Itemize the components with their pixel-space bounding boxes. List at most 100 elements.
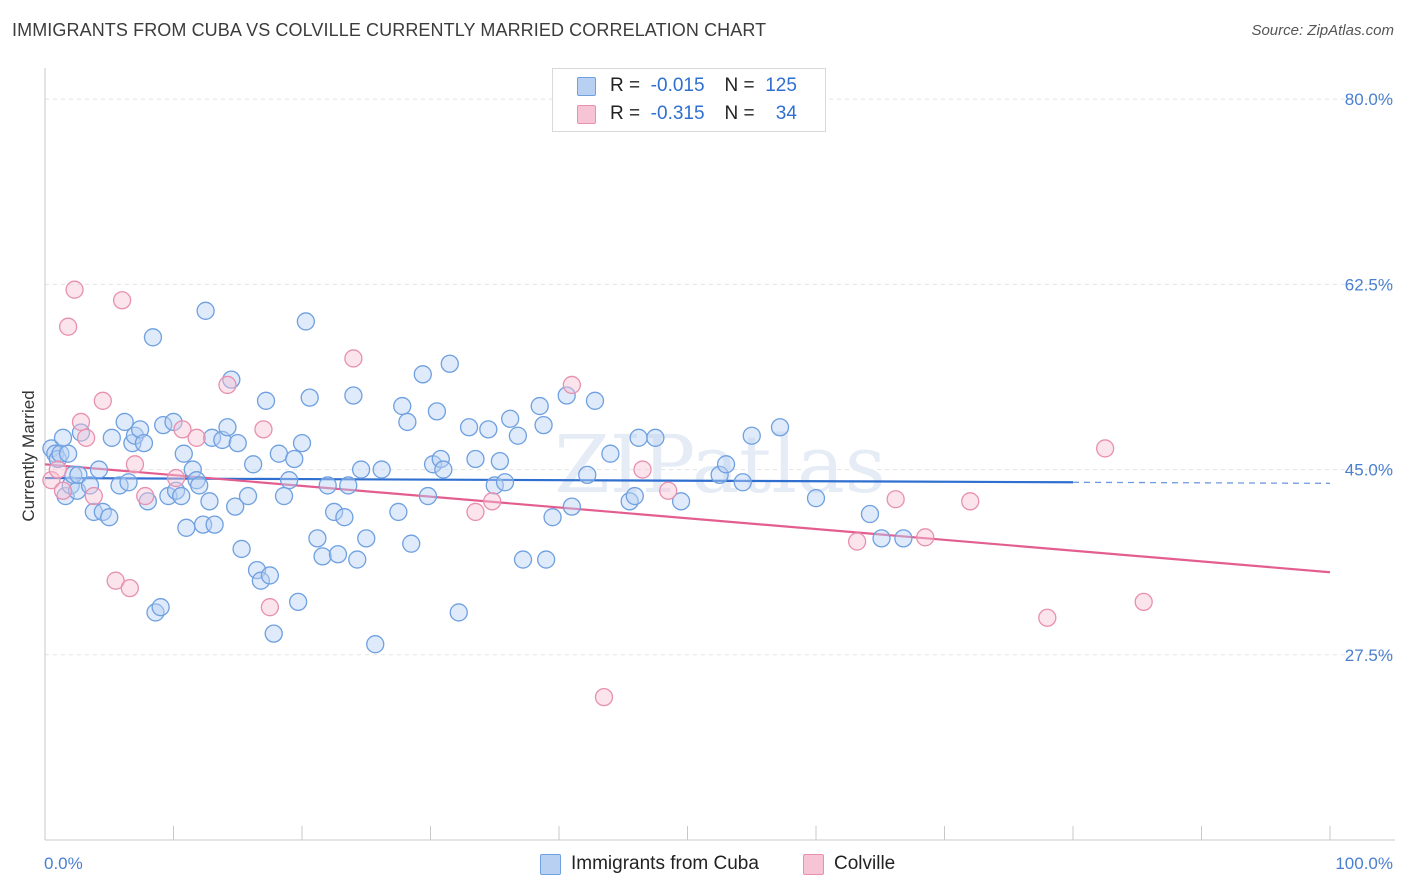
y-axis-label: Currently Married <box>19 390 38 521</box>
legend-swatch-cuba <box>540 853 561 875</box>
legend-r-value: -0.315 <box>650 103 705 124</box>
y-tick-label: 27.5% <box>1345 646 1393 665</box>
point-colville <box>961 492 980 511</box>
legend-r-label: R = <box>610 75 641 96</box>
point-cuba <box>80 476 100 495</box>
point-cuba <box>174 444 193 463</box>
point-colville <box>218 375 237 395</box>
trend-line-colville <box>44 463 1331 574</box>
point-colville <box>594 687 614 707</box>
point-cuba <box>130 420 150 439</box>
point-colville <box>84 486 103 506</box>
point-colville <box>71 412 91 432</box>
point-cuba <box>495 473 515 492</box>
point-cuba <box>218 418 237 437</box>
point-cuba <box>501 409 520 428</box>
point-cuba <box>256 391 276 410</box>
point-cuba <box>466 449 485 469</box>
legend-correlation: R = -0.015 N = 125 R = -0.315 N = 34 <box>552 68 826 132</box>
point-cuba <box>398 412 417 432</box>
point-colville <box>1095 439 1115 458</box>
legend-label-cuba: Immigrants from Cuba <box>571 853 759 874</box>
x-tick-labels: 0.0% 100.0% <box>44 854 1393 873</box>
point-cuba <box>629 428 648 447</box>
legend-swatch-colville <box>803 853 824 875</box>
y-tick-label: 80.0% <box>1345 90 1393 109</box>
point-cuba <box>534 415 553 435</box>
point-cuba <box>357 529 376 548</box>
point-cuba <box>434 460 453 479</box>
point-colville <box>136 486 155 506</box>
legend-row-cuba: R = -0.015 N = 125 <box>577 73 797 99</box>
y-tick-labels: 27.5% 45.0% 62.5% 80.0% <box>1345 90 1393 665</box>
point-cuba <box>562 497 581 516</box>
point-cuba <box>716 455 736 474</box>
legend-r-label: R = <box>610 103 641 124</box>
point-cuba <box>339 476 358 495</box>
point-cuba <box>177 518 196 537</box>
point-colville <box>916 528 935 547</box>
legend-swatch-cuba <box>577 76 596 96</box>
legend-label-colville: Colville <box>834 853 896 874</box>
legend-item-cuba: Immigrants from Cuba <box>540 851 759 877</box>
point-cuba <box>58 444 78 463</box>
legend-n-label: N = <box>724 75 755 96</box>
point-colville <box>166 468 186 488</box>
point-cuba <box>427 402 447 421</box>
point-cuba <box>646 428 665 447</box>
point-cuba <box>537 550 556 569</box>
point-cuba <box>348 550 367 569</box>
point-cuba <box>393 396 412 416</box>
point-cuba <box>308 529 327 548</box>
point-cuba <box>742 426 761 445</box>
trend-line-cuba-extension <box>1072 481 1331 484</box>
point-cuba <box>146 603 165 622</box>
point-cuba <box>102 428 121 447</box>
point-cuba <box>418 486 438 506</box>
point-cuba <box>53 428 73 447</box>
point-cuba <box>100 508 119 527</box>
point-cuba <box>143 328 163 347</box>
point-colville <box>58 317 78 336</box>
point-colville <box>120 578 139 598</box>
point-cuba <box>244 455 263 474</box>
point-cuba <box>806 489 826 508</box>
point-cuba <box>449 603 468 622</box>
point-cuba <box>228 433 247 453</box>
point-cuba <box>71 423 91 442</box>
point-cuba <box>860 504 880 524</box>
point-cuba <box>300 388 319 407</box>
legend-n-value: 125 <box>765 75 797 96</box>
point-cuba <box>200 492 219 511</box>
y-tick-label: 45.0% <box>1345 461 1393 480</box>
point-colville <box>125 455 145 474</box>
point-cuba <box>154 415 173 435</box>
point-cuba <box>285 449 304 469</box>
point-cuba <box>585 391 605 410</box>
point-cuba <box>601 444 620 463</box>
data-points <box>42 280 1153 707</box>
point-colville <box>659 481 678 500</box>
point-cuba <box>513 550 533 569</box>
point-colville <box>1038 608 1057 627</box>
point-cuba <box>190 476 209 495</box>
point-cuba <box>733 473 752 492</box>
point-cuba <box>351 460 371 479</box>
point-cuba <box>508 426 528 445</box>
point-cuba <box>89 460 109 479</box>
point-cuba <box>288 592 308 612</box>
point-cuba <box>232 539 251 559</box>
point-colville <box>76 428 96 447</box>
chart-title: IMMIGRANTS FROM CUBA VS COLVILLE CURRENT… <box>12 20 767 40</box>
point-cuba <box>264 624 283 643</box>
point-colville <box>847 532 867 551</box>
point-cuba <box>372 460 391 479</box>
point-colville <box>344 349 363 368</box>
point-colville <box>886 490 905 509</box>
point-cuba <box>710 465 729 485</box>
point-cuba <box>318 476 337 495</box>
point-colville <box>173 420 192 439</box>
trend-lines <box>44 463 1331 574</box>
point-cuba <box>335 508 354 527</box>
